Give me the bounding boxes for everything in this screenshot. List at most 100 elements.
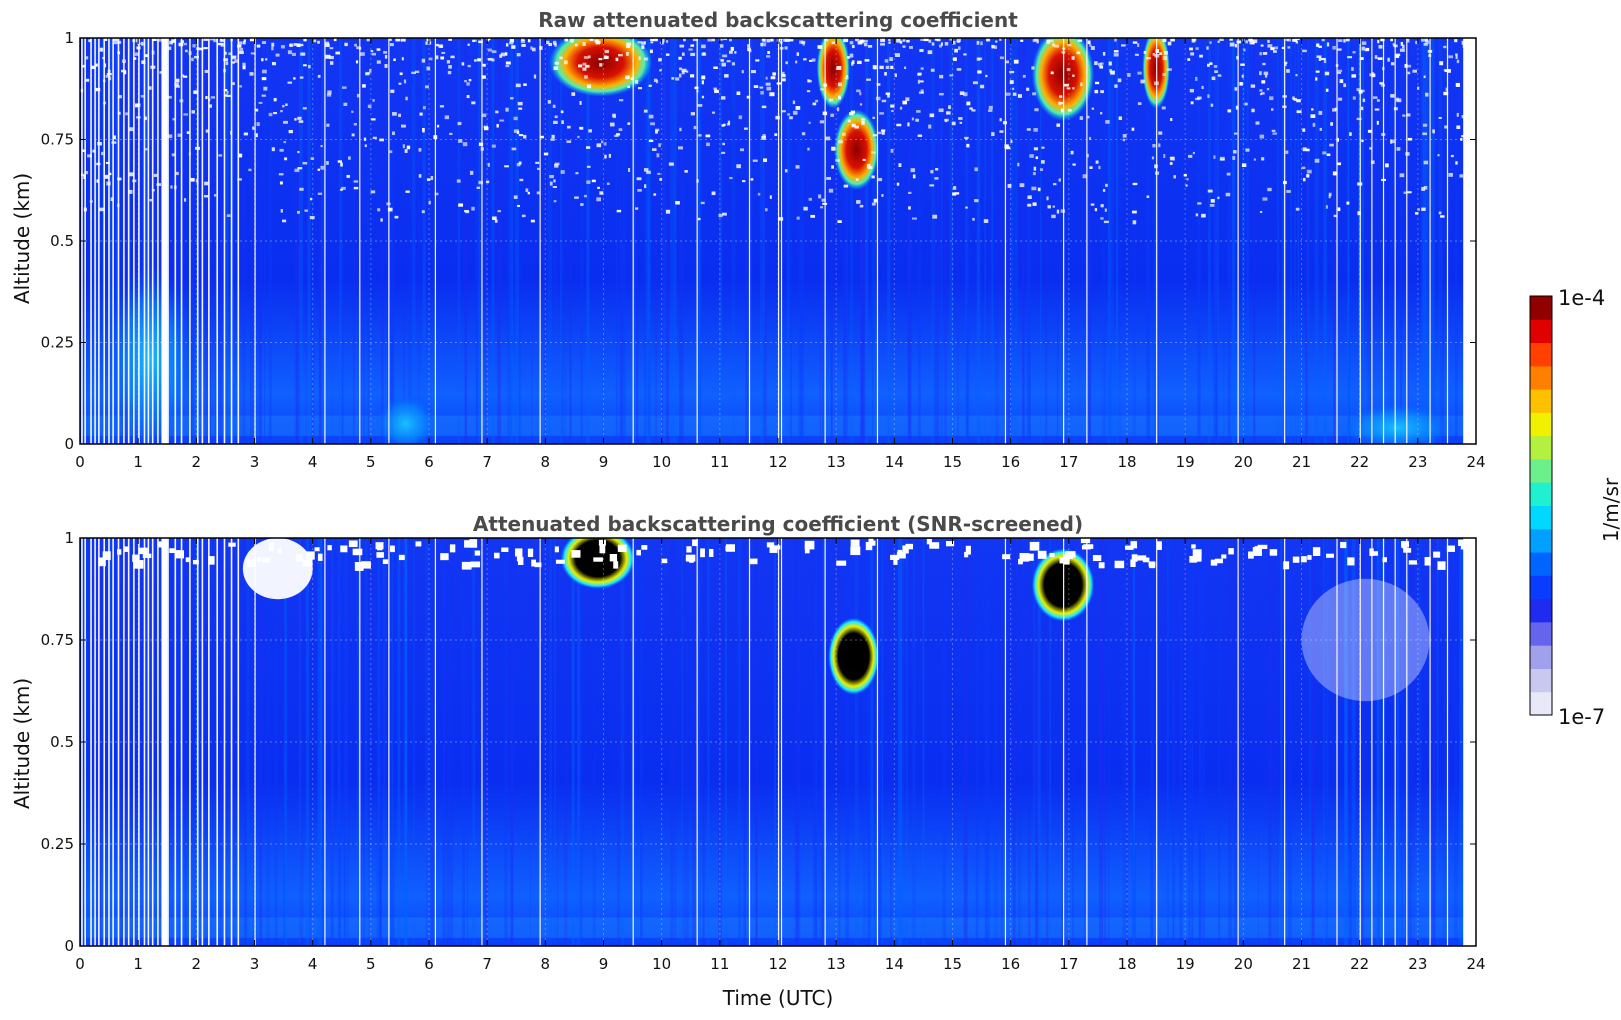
noise-pixel (838, 97, 842, 100)
noise-pixel (1370, 160, 1375, 164)
screened-pixel (770, 545, 781, 550)
noise-pixel (820, 88, 824, 91)
noise-pixel (775, 115, 780, 120)
noise-pixel (721, 96, 726, 100)
screened-pixel (352, 548, 363, 556)
noise-pixel (895, 53, 900, 57)
screened-pixel (613, 561, 619, 569)
texture-streak (819, 38, 821, 444)
colorbar-min-label: 1e-7 (1558, 705, 1606, 729)
texture-streak (888, 38, 890, 444)
screened-pixel (1269, 549, 1278, 556)
noise-pixel (1292, 96, 1295, 100)
texture-streak (1323, 538, 1325, 946)
screened-pixel (306, 551, 315, 560)
noise-pixel (1255, 121, 1260, 125)
noise-pixel (468, 78, 472, 82)
texture-streak (393, 538, 395, 946)
texture-streak (266, 538, 269, 946)
noise-pixel (713, 66, 718, 69)
noise-pixel (690, 74, 695, 78)
noise-pixel (1207, 94, 1210, 99)
noise-pixel (181, 74, 185, 77)
screened-pixel (1300, 556, 1307, 563)
noise-pixel (977, 70, 982, 74)
data-gap-column (1371, 38, 1373, 444)
noise-pixel (681, 68, 687, 73)
noise-pixel (110, 197, 114, 202)
noise-pixel (252, 126, 255, 130)
noise-pixel (882, 38, 885, 42)
noise-pixel (965, 206, 968, 209)
noise-pixel (1374, 108, 1380, 111)
noise-pixel (1400, 42, 1403, 46)
texture-streak (1197, 38, 1201, 444)
texture-streak (1370, 38, 1372, 444)
texture-streak (226, 38, 229, 444)
noise-pixel (995, 40, 998, 43)
texture-streak (345, 538, 348, 946)
noise-pixel (422, 129, 425, 133)
y-tick-label: 0 (64, 937, 74, 955)
colorbar-segment (1530, 365, 1552, 390)
noise-pixel (1037, 187, 1041, 192)
texture-streak (737, 538, 741, 946)
texture-streak (346, 538, 350, 946)
noise-pixel (1056, 123, 1061, 127)
noise-pixel (499, 54, 502, 58)
noise-pixel (393, 58, 396, 62)
noise-pixel (1260, 44, 1264, 47)
noise-pixel (753, 85, 759, 88)
noise-pixel (655, 79, 659, 84)
noise-pixel (495, 110, 499, 114)
noise-pixel (1402, 114, 1406, 117)
texture-streak (800, 38, 804, 444)
noise-pixel (722, 142, 725, 146)
noise-pixel (527, 191, 530, 195)
screened-pixel (1252, 547, 1262, 556)
noise-pixel (141, 60, 146, 65)
noise-pixel (580, 203, 584, 206)
screened-pixel (295, 554, 303, 562)
texture-streak (1132, 38, 1136, 444)
noise-pixel (953, 57, 957, 61)
noise-pixel (1039, 168, 1044, 171)
noise-pixel (392, 112, 397, 116)
texture-streak (860, 38, 863, 444)
noise-pixel (718, 38, 723, 41)
noise-pixel (523, 134, 527, 139)
noise-pixel (548, 42, 553, 47)
noise-pixel (248, 168, 252, 172)
noise-pixel (1019, 183, 1025, 188)
noise-pixel (105, 161, 110, 164)
texture-streak (1288, 538, 1292, 946)
noise-pixel (1406, 64, 1412, 68)
noise-pixel (1013, 59, 1019, 64)
noise-pixel (394, 215, 399, 219)
data-gap-column (189, 38, 191, 444)
texture-streak (1360, 38, 1365, 444)
noise-pixel (360, 52, 365, 56)
texture-streak (178, 538, 183, 946)
texture-streak (341, 38, 344, 444)
noise-pixel (226, 90, 229, 95)
noise-pixel (511, 45, 516, 49)
noise-pixel (1226, 172, 1231, 176)
texture-streak (554, 538, 556, 946)
texture-streak (1268, 538, 1272, 946)
texture-streak (618, 38, 623, 444)
noise-pixel (355, 60, 359, 64)
noise-pixel (1448, 172, 1454, 177)
noise-pixel (875, 96, 881, 101)
noise-pixel (604, 154, 607, 159)
noise-pixel (752, 159, 758, 162)
data-gap-column (1004, 38, 1007, 444)
noise-pixel (917, 134, 923, 137)
texture-streak (1199, 538, 1201, 946)
noise-pixel (174, 85, 180, 88)
texture-streak (759, 38, 764, 444)
x-tick-label: 10 (652, 955, 671, 973)
noise-pixel (469, 170, 474, 175)
noise-pixel (224, 51, 227, 55)
noise-pixel (966, 143, 970, 148)
